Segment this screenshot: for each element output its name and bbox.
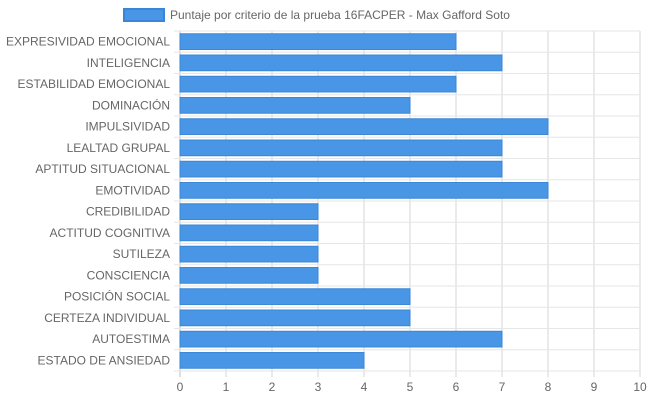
bar[interactable] [179, 160, 503, 178]
bar[interactable] [179, 224, 319, 242]
x-tick-label: 8 [545, 380, 552, 394]
x-tick-label: 10 [633, 380, 647, 394]
legend[interactable]: Puntaje por criterio de la prueba 16FACP… [123, 8, 510, 22]
legend-swatch [123, 8, 165, 22]
x-axis-ticks: 0 1 2 3 4 5 6 7 8 9 10 [177, 380, 647, 394]
bar[interactable] [179, 182, 549, 199]
category-label: DOMINACIÓN [92, 97, 170, 112]
category-label: SUTILEZA [113, 247, 170, 261]
bars [179, 33, 549, 369]
category-label: EMOTIVIDAD [95, 183, 170, 197]
bar[interactable] [179, 97, 411, 114]
bar[interactable] [179, 245, 319, 263]
bar[interactable] [179, 267, 319, 284]
bar[interactable] [179, 75, 457, 93]
bar[interactable] [179, 54, 503, 72]
category-label: AUTOESTIMA [92, 332, 170, 346]
bar[interactable] [179, 118, 549, 135]
bar[interactable] [179, 33, 457, 50]
bar[interactable] [179, 288, 411, 305]
bar[interactable] [179, 309, 411, 327]
bar[interactable] [179, 330, 503, 348]
bar[interactable] [179, 203, 319, 220]
category-label: APTITUD SITUACIONAL [35, 162, 170, 176]
x-tick-label: 5 [407, 380, 414, 394]
bar[interactable] [179, 352, 365, 369]
bar[interactable] [179, 139, 503, 157]
x-tick-label: 7 [499, 380, 506, 394]
category-label: ESTABILIDAD EMOCIONAL [18, 77, 171, 91]
category-label: CERTEZA INDIVIDUAL [44, 311, 170, 325]
category-label: EXPRESIVIDAD EMOCIONAL [6, 35, 170, 49]
category-label: CREDIBILIDAD [86, 205, 170, 219]
x-tick-label: 0 [177, 380, 184, 394]
category-label: INTELIGENCIA [87, 56, 170, 70]
category-label: ESTADO DE ANSIEDAD [38, 353, 171, 367]
category-label: POSICIÓN SOCIAL [64, 289, 170, 304]
category-labels: EXPRESIVIDAD EMOCIONAL INTELIGENCIA ESTABI… [6, 35, 170, 368]
category-label: IMPULSIVIDAD [85, 120, 170, 134]
x-tick-label: 2 [269, 380, 276, 394]
x-tick-label: 4 [361, 380, 368, 394]
category-label: ACTITUD COGNITIVA [50, 226, 170, 240]
x-tick-label: 6 [453, 380, 460, 394]
category-label: CONSCIENCIA [87, 268, 170, 282]
x-tick-label: 9 [591, 380, 598, 394]
x-tick-label: 1 [223, 380, 230, 394]
category-label: LEALTAD GRUPAL [67, 141, 171, 155]
x-tick-label: 3 [315, 380, 322, 394]
legend-label: Puntaje por criterio de la prueba 16FACP… [170, 8, 510, 22]
